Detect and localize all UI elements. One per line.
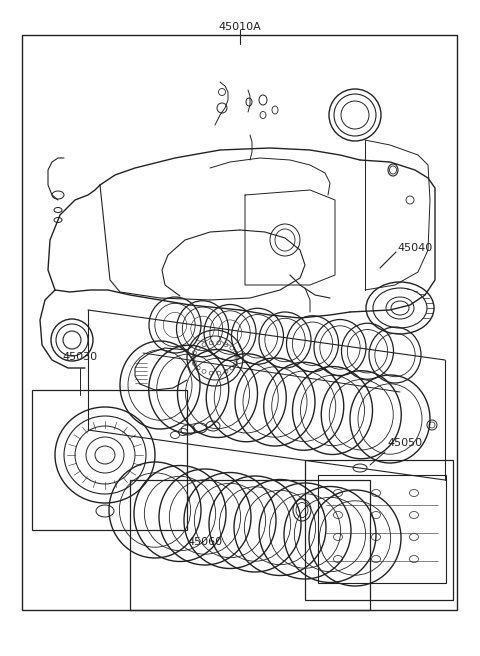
Bar: [22, 35, 457, 610]
Bar: [305, 460, 453, 600]
Text: 45030: 45030: [62, 352, 97, 362]
Bar: [318, 475, 446, 583]
Text: 45060: 45060: [187, 537, 223, 547]
Text: 45040: 45040: [397, 243, 432, 253]
Bar: [32, 390, 187, 530]
Text: 45050: 45050: [387, 438, 422, 448]
Text: 45010A: 45010A: [218, 22, 262, 32]
Bar: [130, 480, 370, 610]
